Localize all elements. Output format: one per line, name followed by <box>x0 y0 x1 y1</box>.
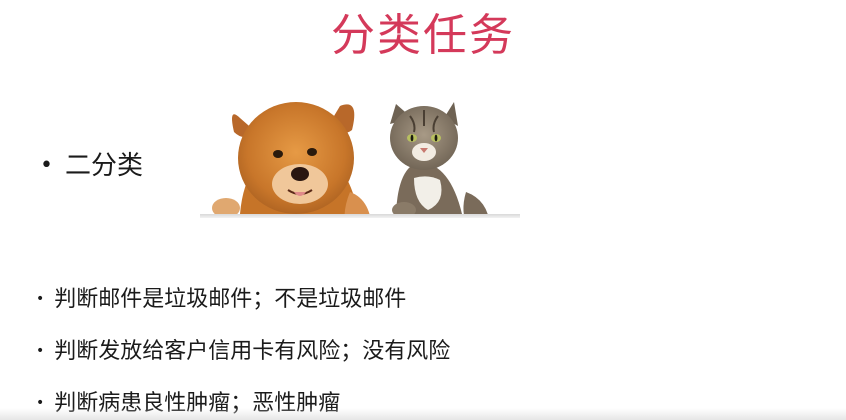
bullet-dot: • <box>36 395 45 411</box>
bottom-edge <box>0 408 846 420</box>
bullet-dot: • <box>40 153 53 178</box>
slide-title: 分类任务 <box>331 10 515 61</box>
bullet-dot: • <box>36 291 45 307</box>
list-item: • 判断发放给客户信用卡有风险；没有风险 <box>36 326 450 378</box>
example-text: 判断发放给客户信用卡有风险；没有风险 <box>54 339 451 364</box>
example-text: 判断邮件是垃圾邮件；不是垃圾邮件 <box>54 287 407 312</box>
example-list: • 判断邮件是垃圾邮件；不是垃圾邮件 • 判断发放给客户信用卡有风险；没有风险 … <box>36 274 450 420</box>
dog-figure <box>212 102 373 246</box>
dog-and-cat-image <box>200 102 520 256</box>
bullet-dot: • <box>36 343 45 359</box>
main-bullet: • 二分类 <box>40 146 143 186</box>
cat-figure <box>390 102 491 236</box>
list-item: • 判断邮件是垃圾邮件；不是垃圾邮件 <box>36 274 450 326</box>
main-bullet-text: 二分类 <box>64 151 143 181</box>
